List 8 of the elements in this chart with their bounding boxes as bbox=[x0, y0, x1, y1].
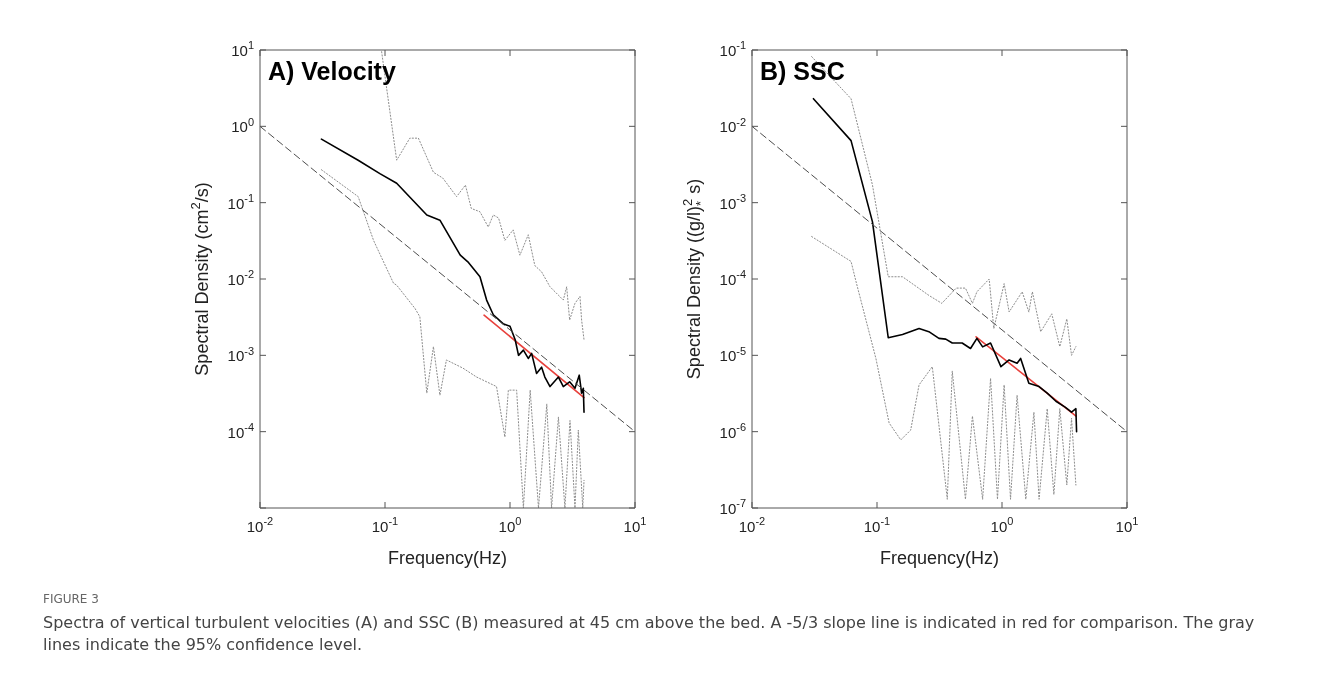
text: Spectra of vertical turbulent velocities (A) and SSC (B) measured at 45 cm above the bed. A -5/3 slope line is indicated in red for comparison. The gray lines indicate the 95% confidence level. bbox=[43, 612, 1256, 656]
caption: FIGURE 3 bbox=[43, 591, 100, 608]
chart-title: B) SSC bbox=[760, 57, 845, 85]
y-axis-title: Spectral Density ((g/l)2* s) bbox=[679, 178, 708, 380]
x-axis-title: Frequency(Hz) bbox=[879, 548, 1000, 568]
y-axis-title: Spectral Density (cm2/s) bbox=[187, 182, 212, 376]
x-axis-title: Frequency(Hz) bbox=[387, 548, 508, 568]
chart-title: A) Velocity bbox=[268, 57, 396, 85]
